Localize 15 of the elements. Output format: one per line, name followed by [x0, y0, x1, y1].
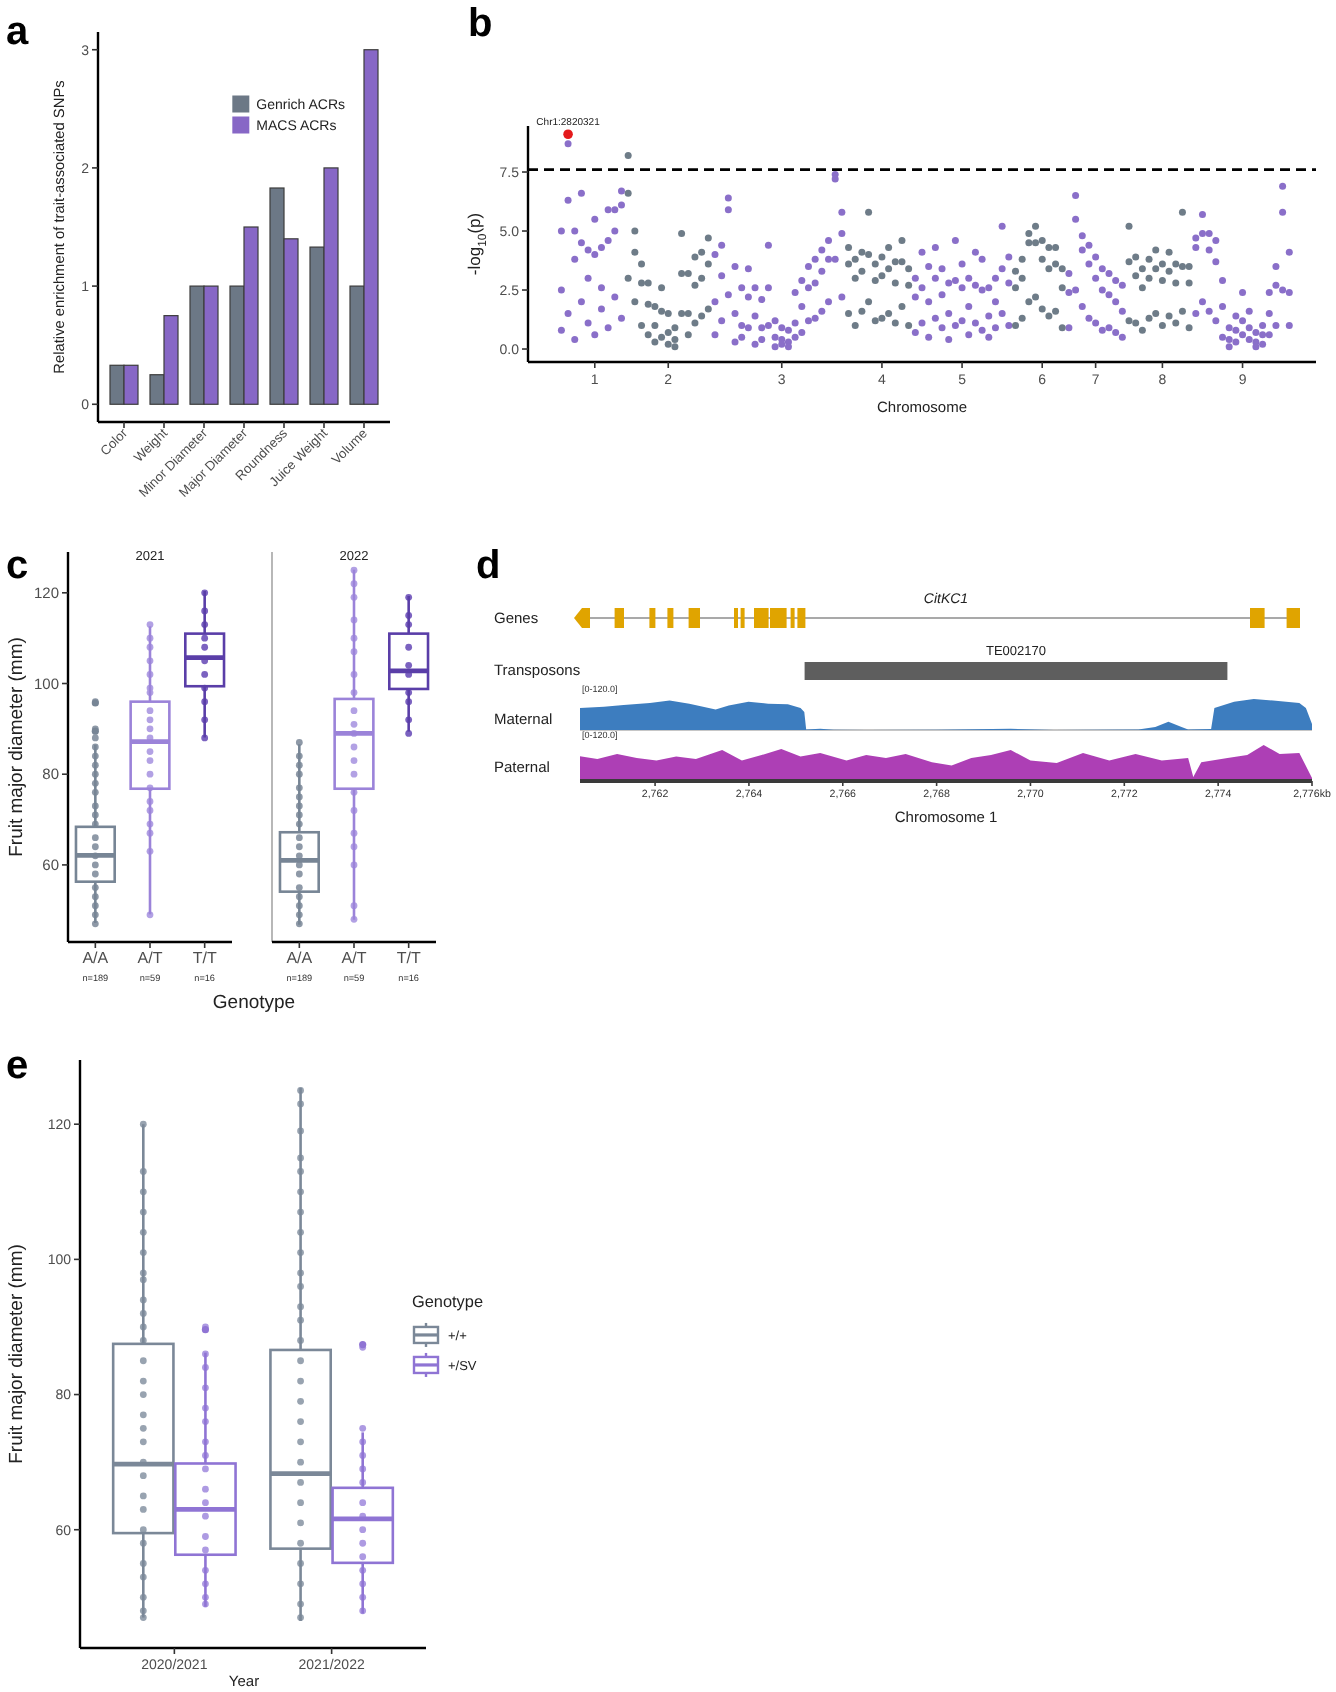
- y-axis-title: Fruit major diameter (mm): [6, 637, 28, 857]
- x-axis-title: Genotype: [212, 992, 296, 1014]
- chart-title: a: [6, 10, 30, 54]
- x-tick-label: A/A: [82, 949, 110, 967]
- y-axis-title: Fruit major diameter (mm): [6, 1244, 28, 1464]
- x-tick-label: T/T: [396, 949, 421, 967]
- x-tick-label: A/A: [286, 949, 314, 967]
- text: d: [476, 544, 501, 588]
- x-tick-label: A/T: [341, 949, 367, 967]
- x-tick-label: A/T: [137, 949, 163, 967]
- x-tick-label: T/T: [192, 949, 217, 967]
- legend-title: Genotype: [412, 1292, 484, 1311]
- chart-title: e: [6, 1044, 29, 1088]
- chart-title: b: [468, 2, 493, 46]
- chart-title: c: [6, 544, 29, 588]
